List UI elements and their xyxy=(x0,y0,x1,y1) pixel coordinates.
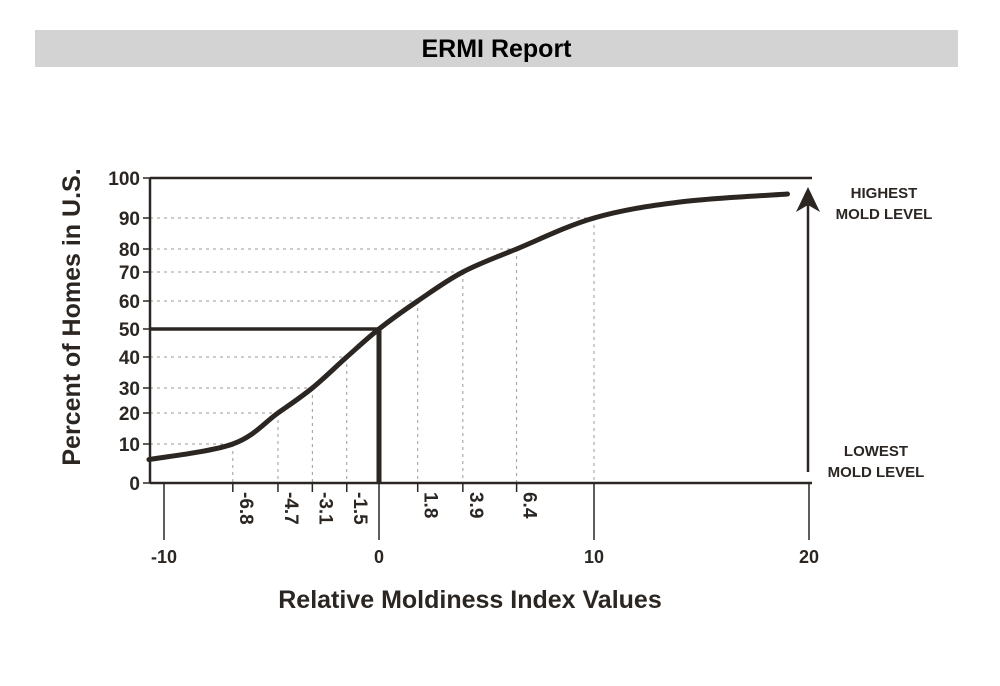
report-title: ERMI Report xyxy=(35,30,958,67)
x-tick-label: 0 xyxy=(374,547,384,567)
x-tick-label: 10 xyxy=(584,547,604,567)
marker-label: -3.1 xyxy=(314,492,335,525)
y-tick-label: 80 xyxy=(119,240,140,261)
y-tick-label: 70 xyxy=(119,263,140,284)
y-tick-label: 0 xyxy=(129,474,140,495)
highest-mold-label: HIGHEST xyxy=(851,185,918,202)
x-tick-label: -10 xyxy=(151,547,177,567)
marker-label: 3.9 xyxy=(465,492,486,518)
y-tick-label: 90 xyxy=(119,209,140,230)
y-tick-label: 30 xyxy=(119,379,140,400)
highest-mold-label: MOLD LEVEL xyxy=(836,206,933,223)
lowest-mold-label: LOWEST xyxy=(844,443,908,460)
marker-label: -4.7 xyxy=(280,492,301,525)
x-tick-label: 20 xyxy=(799,547,819,567)
y-tick-label: 20 xyxy=(119,404,140,425)
y-tick-label: 40 xyxy=(119,348,140,369)
marker-label: 6.4 xyxy=(519,492,540,519)
lowest-mold-label: MOLD LEVEL xyxy=(828,464,925,481)
data-curve xyxy=(146,191,790,463)
y-axis-title: Percent of Homes in U.S. xyxy=(58,168,86,465)
y-tick-label: 60 xyxy=(119,292,140,313)
y-tick-label: 10 xyxy=(119,435,140,456)
y-tick-label: 100 xyxy=(108,169,140,190)
y-tick-label: 50 xyxy=(119,320,140,341)
marker-label: -1.5 xyxy=(349,492,370,525)
marker-label: 1.8 xyxy=(420,492,441,518)
arrow-up-icon xyxy=(796,187,820,212)
x-axis-title: Relative Moldiness Index Values xyxy=(278,586,661,614)
marker-label: -6.8 xyxy=(235,492,256,525)
